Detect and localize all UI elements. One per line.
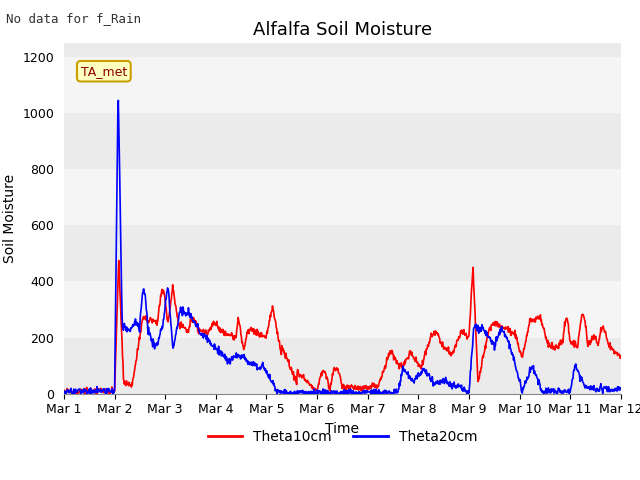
Text: No data for f_Rain: No data for f_Rain — [6, 12, 141, 25]
Theta10cm — [365, 386, 373, 392]
Theta10cm — [135, 339, 143, 345]
Legend: Theta10cm, Theta20cm: Theta10cm, Theta20cm — [202, 425, 483, 450]
Theta10cm — [617, 353, 625, 359]
Theta20cm — [115, 97, 122, 103]
Line: Theta20cm: Theta20cm — [64, 100, 621, 394]
Theta10cm — [60, 388, 68, 394]
Theta20cm — [134, 321, 142, 326]
Title: Alfalfa Soil Moisture: Alfalfa Soil Moisture — [253, 21, 432, 39]
X-axis label: Time: Time — [325, 422, 360, 436]
Theta10cm — [115, 258, 123, 264]
Bar — [64, 337, 621, 394]
Bar — [64, 113, 621, 169]
Y-axis label: Soil Moisture: Soil Moisture — [3, 174, 17, 263]
Theta10cm — [354, 386, 362, 392]
Theta20cm — [365, 389, 372, 395]
Bar — [64, 169, 621, 226]
Line: Theta10cm: Theta10cm — [64, 261, 621, 394]
Theta20cm — [302, 389, 310, 395]
Theta20cm — [60, 391, 68, 396]
Theta20cm — [154, 339, 162, 345]
Bar — [64, 281, 621, 337]
Bar — [64, 226, 621, 281]
Theta10cm — [303, 378, 310, 384]
Theta10cm — [68, 391, 76, 396]
Theta20cm — [353, 391, 361, 396]
Bar — [64, 57, 621, 113]
Theta10cm — [249, 328, 257, 334]
Theta20cm — [248, 359, 256, 365]
Theta20cm — [617, 386, 625, 392]
Theta10cm — [155, 306, 163, 312]
Text: TA_met: TA_met — [81, 65, 127, 78]
